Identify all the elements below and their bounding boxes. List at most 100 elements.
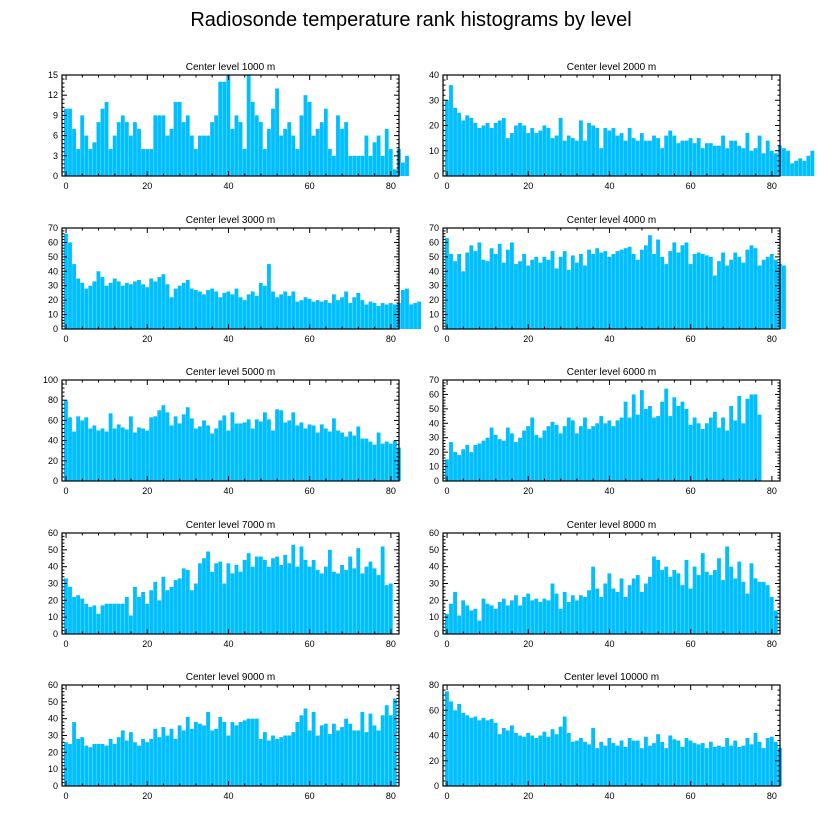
histogram-bar xyxy=(457,253,462,329)
histogram-bar xyxy=(376,575,381,634)
y-tick-label: 30 xyxy=(429,433,439,443)
histogram-bar xyxy=(680,401,685,481)
histogram-bar xyxy=(315,128,320,176)
histogram-bar xyxy=(749,245,754,329)
y-tick-label: 10 xyxy=(429,146,439,156)
histogram-bar xyxy=(725,546,730,634)
histogram-bar xyxy=(364,135,369,176)
histogram-bar xyxy=(76,595,81,634)
histogram-bar xyxy=(721,417,725,481)
histogram-bar xyxy=(250,566,255,634)
histogram-bar xyxy=(481,598,486,634)
histogram-bar xyxy=(546,259,551,329)
histogram-bar xyxy=(104,285,109,329)
histogram-bar xyxy=(206,711,210,786)
histogram-bar xyxy=(271,558,275,634)
x-tick-label: 40 xyxy=(604,334,614,344)
histogram-bar xyxy=(352,435,357,481)
histogram-bar xyxy=(157,277,162,329)
histogram-bar xyxy=(380,443,385,481)
panel-title: Center level 7000 m xyxy=(186,520,276,531)
x-tick-label: 60 xyxy=(305,334,315,344)
histogram-bar xyxy=(124,429,129,481)
histogram-bar xyxy=(84,135,89,176)
y-tick-label: 20 xyxy=(429,756,439,766)
y-tick-label: 60 xyxy=(429,528,439,538)
histogram-bar xyxy=(291,135,296,176)
histogram-bar xyxy=(295,425,300,481)
histogram-bar xyxy=(522,125,526,176)
histogram-bar xyxy=(153,281,158,329)
y-tick-label: 100 xyxy=(43,375,58,385)
histogram-bar xyxy=(583,265,587,329)
histogram-bar xyxy=(522,596,526,634)
histogram-bar xyxy=(149,149,154,176)
histogram-bar xyxy=(392,169,397,176)
histogram-bar xyxy=(181,568,186,634)
histogram-bar xyxy=(453,452,457,481)
x-tick-label: 40 xyxy=(604,181,614,191)
histogram-bar xyxy=(627,738,632,786)
histogram-bar xyxy=(291,544,296,634)
histogram-bar xyxy=(619,578,624,634)
histogram-bar xyxy=(445,238,449,329)
histogram-bar xyxy=(372,725,377,786)
histogram-bar xyxy=(116,424,121,481)
histogram-bar xyxy=(72,264,76,329)
histogram-bar xyxy=(737,395,742,481)
histogram-bar xyxy=(145,149,150,176)
histogram-bar xyxy=(222,583,227,634)
histogram-bar xyxy=(64,578,68,634)
histogram-bar xyxy=(514,732,518,786)
histogram-bar xyxy=(631,394,636,481)
histogram-bar xyxy=(713,145,717,176)
histogram-bar xyxy=(603,128,608,176)
histogram-bar xyxy=(372,142,377,176)
histogram-bar xyxy=(149,738,154,786)
histogram-bar xyxy=(725,148,730,176)
histogram-bar xyxy=(267,128,271,176)
histogram-bar xyxy=(635,575,640,634)
histogram-bar xyxy=(271,735,275,786)
histogram-panel: Center level 8000 m 0 10 20 30 40 50 60 0 20 40 60 8… xyxy=(429,520,781,649)
histogram-bar xyxy=(198,723,202,786)
histogram-bar xyxy=(469,117,474,176)
histogram-bar xyxy=(68,108,72,176)
histogram-bar xyxy=(372,444,377,481)
histogram-bar xyxy=(704,255,709,329)
histogram-bar xyxy=(692,417,697,481)
histogram-bar xyxy=(380,715,385,786)
histogram-bar xyxy=(753,148,758,176)
histogram-bar xyxy=(388,303,393,329)
histogram-bar xyxy=(262,412,267,481)
histogram-bar xyxy=(652,135,656,176)
y-tick-label: 60 xyxy=(48,528,58,538)
histogram-bar xyxy=(660,256,665,329)
histogram-bar xyxy=(688,264,693,329)
histogram-bar xyxy=(672,135,677,176)
histogram-bar xyxy=(218,716,223,786)
histogram-bar xyxy=(538,602,543,634)
histogram-bar xyxy=(323,108,328,176)
histogram-bar xyxy=(611,128,616,176)
histogram-bar xyxy=(210,571,215,634)
histogram-bar xyxy=(206,135,210,176)
histogram-bar xyxy=(534,133,539,176)
histogram-bar xyxy=(708,417,713,481)
histogram-bar xyxy=(465,444,470,481)
histogram-bar xyxy=(530,259,535,329)
histogram-bar xyxy=(489,248,494,329)
histogram-panel: Center level 9000 m 0 10 20 30 40 50 60 0 20 40 60 8… xyxy=(48,672,400,801)
histogram-bar xyxy=(668,251,673,329)
histogram-bar xyxy=(570,420,575,481)
histogram-bar xyxy=(214,115,219,176)
histogram-bar xyxy=(258,421,263,481)
histogram-bar xyxy=(100,605,105,634)
y-tick-label: 70 xyxy=(429,223,439,233)
histogram-bar xyxy=(542,256,547,329)
histogram-bar xyxy=(729,140,734,176)
histogram-bar xyxy=(307,730,312,786)
histogram-bar xyxy=(493,608,498,634)
histogram-bar xyxy=(554,135,559,176)
